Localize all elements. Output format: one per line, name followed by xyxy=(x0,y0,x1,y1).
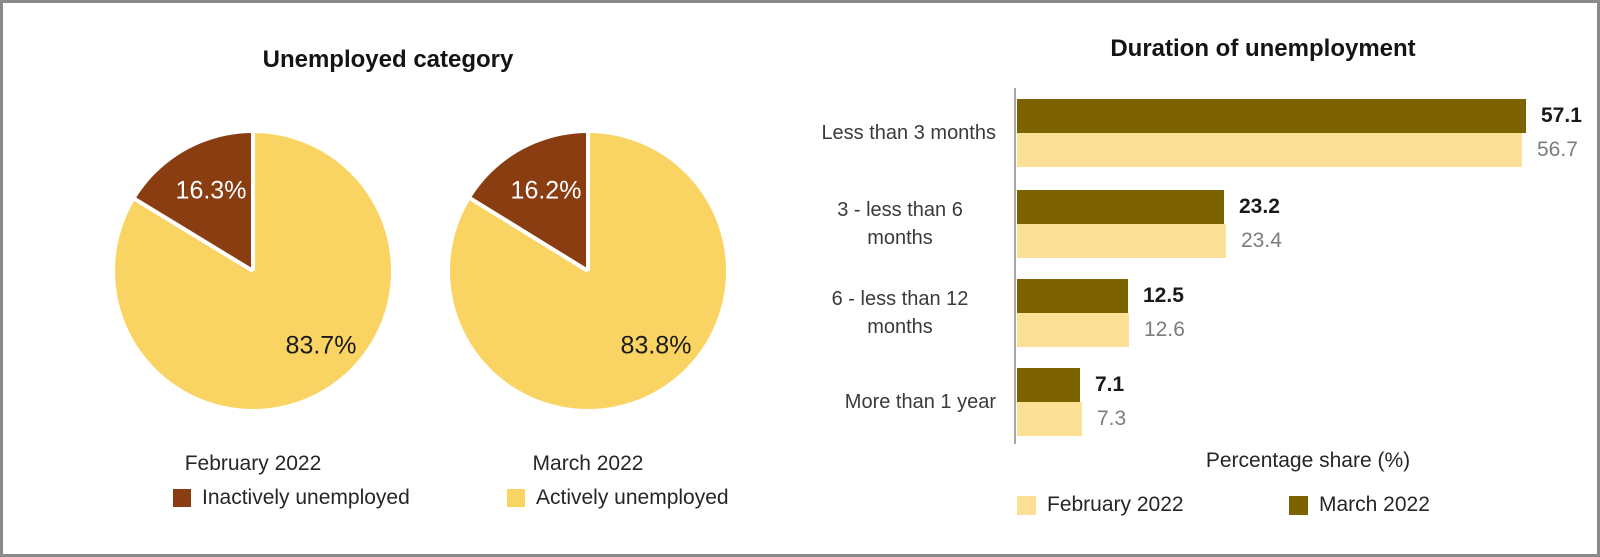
x-axis-label: Percentage share (%) xyxy=(1205,449,1411,472)
category-label: Less than 3 months xyxy=(763,99,996,167)
legend-item-february-2022: February 2022 xyxy=(1017,493,1184,517)
bar-value-february: 23.4 xyxy=(1241,229,1282,252)
bar-march-2022 xyxy=(1017,368,1080,402)
bar-march-2022 xyxy=(1017,99,1526,133)
legend-label: February 2022 xyxy=(1047,493,1184,516)
bar-value-march: 57.1 xyxy=(1541,104,1582,127)
pie-slice-divider xyxy=(134,197,255,273)
pie-slice-divider xyxy=(469,196,590,273)
pie-slice-divider xyxy=(251,133,255,271)
bar-value-march: 23.2 xyxy=(1239,195,1280,218)
category-label-text: Less than 3 months xyxy=(821,122,996,144)
bar-february-2022 xyxy=(1017,402,1082,436)
pie-chart-title: Unemployed category xyxy=(262,46,514,73)
pie-march-2022: 16.2% 83.8% xyxy=(450,133,726,409)
pie-slice-divider xyxy=(586,133,590,271)
category-label: More than 1 year xyxy=(763,368,996,436)
bar-february-2022 xyxy=(1017,224,1226,258)
legend-swatch-march xyxy=(1289,495,1308,515)
bar-value-february: 12.6 xyxy=(1144,318,1185,341)
legend-item-inactively-unemployed: Inactively unemployed xyxy=(173,486,410,510)
pie-caption-march: March 2022 xyxy=(532,452,644,475)
legend-label: Inactively unemployed xyxy=(202,486,410,509)
bar-march-2022 xyxy=(1017,190,1224,224)
pie-slice-label-actively: 83.7% xyxy=(285,331,357,360)
legend-item-march-2022: March 2022 xyxy=(1289,493,1430,517)
pie-slice-label-inactively: 16.2% xyxy=(510,176,582,205)
bar-value-march: 12.5 xyxy=(1143,284,1184,307)
legend-swatch-actively xyxy=(507,489,525,507)
legend-label: Actively unemployed xyxy=(536,486,729,509)
pie-caption-february: February 2022 xyxy=(184,452,322,475)
frame-seam xyxy=(772,553,780,554)
category-label-text: More than 1 year xyxy=(844,391,996,413)
pie-slice-label-actively: 83.8% xyxy=(620,331,692,360)
category-label-text: 3 - less than 6 months xyxy=(837,199,963,249)
y-axis-line xyxy=(1014,88,1016,444)
pie-slice-label-inactively: 16.3% xyxy=(175,176,247,205)
legend-item-actively-unemployed: Actively unemployed xyxy=(507,486,729,510)
bar-chart-title: Duration of unemployment xyxy=(1110,35,1416,62)
legend-label: March 2022 xyxy=(1319,493,1430,516)
bar-february-2022 xyxy=(1017,133,1522,167)
category-label-text: 6 - less than 12 months xyxy=(831,288,969,338)
bar-value-march: 7.1 xyxy=(1095,373,1125,396)
pie-february-2022: 16.3% 83.7% xyxy=(115,133,391,409)
category-label: 6 - less than 12 months xyxy=(763,279,996,347)
bar-february-2022 xyxy=(1017,313,1129,347)
legend-swatch-february xyxy=(1017,495,1036,515)
legend-swatch-inactively xyxy=(173,489,191,507)
bar-value-february: 7.3 xyxy=(1097,407,1127,430)
category-label: 3 - less than 6 months xyxy=(763,190,996,258)
bar-march-2022 xyxy=(1017,279,1128,313)
bar-value-february: 56.7 xyxy=(1537,138,1578,161)
